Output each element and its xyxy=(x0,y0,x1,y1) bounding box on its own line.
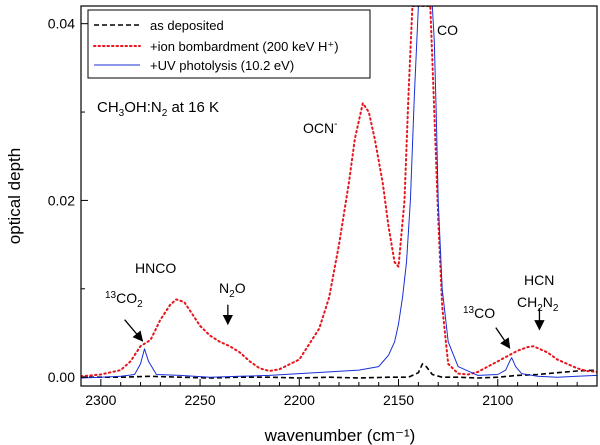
legend-box xyxy=(87,9,371,79)
legend-label-ion-bombardment: +ion bombardment (200 keV H⁺) xyxy=(150,39,339,54)
axis-tick-labels: 2300 2250 2200 2150 2100 0.00 0.02 0.04 xyxy=(48,16,514,408)
x-tick-label: 2250 xyxy=(184,392,215,408)
x-tick-label: 2150 xyxy=(383,392,414,408)
series-line-2 xyxy=(81,6,597,379)
annotation-hnco: HNCO xyxy=(135,260,176,276)
annotation-n2o: N2O xyxy=(219,280,246,300)
y-tick-label: 0.00 xyxy=(48,369,75,385)
annotation-13co: 13CO xyxy=(463,305,495,321)
y-tick-label: 0.02 xyxy=(48,192,75,208)
axis-ticks xyxy=(81,23,578,386)
x-tick-label: 2200 xyxy=(284,392,315,408)
x-tick-label: 2300 xyxy=(85,392,116,408)
series-line-0 xyxy=(81,363,597,379)
series-layer xyxy=(81,6,597,379)
annotation-sample: CH3OH:N2 at 16 K xyxy=(97,99,219,119)
arrow-co2-13 xyxy=(124,319,144,342)
legend: as deposited +ion bombardment (200 keV H… xyxy=(87,9,371,79)
y-axis-title: optical depth xyxy=(5,148,24,244)
legend-label-as-deposited: as deposited xyxy=(150,18,224,33)
annotation-co: CO xyxy=(437,22,458,38)
series-line-1 xyxy=(81,6,597,378)
legend-label-uv-photolysis: +UV photolysis (10.2 eV) xyxy=(150,58,294,73)
y-tick-label: 0.04 xyxy=(48,16,75,32)
annotation-hcn: HCN xyxy=(524,272,554,288)
annotation-ocn: OCN- xyxy=(303,119,337,136)
annotation-arrows xyxy=(124,304,545,349)
x-axis-title: wavenumber (cm⁻¹) xyxy=(264,426,416,445)
x-tick-label: 2100 xyxy=(482,392,513,408)
arrow-co-13 xyxy=(495,327,511,349)
annotation-13co2: 13CO2 xyxy=(105,290,143,310)
annotation-ch2n2: CH2N2 xyxy=(517,294,559,314)
